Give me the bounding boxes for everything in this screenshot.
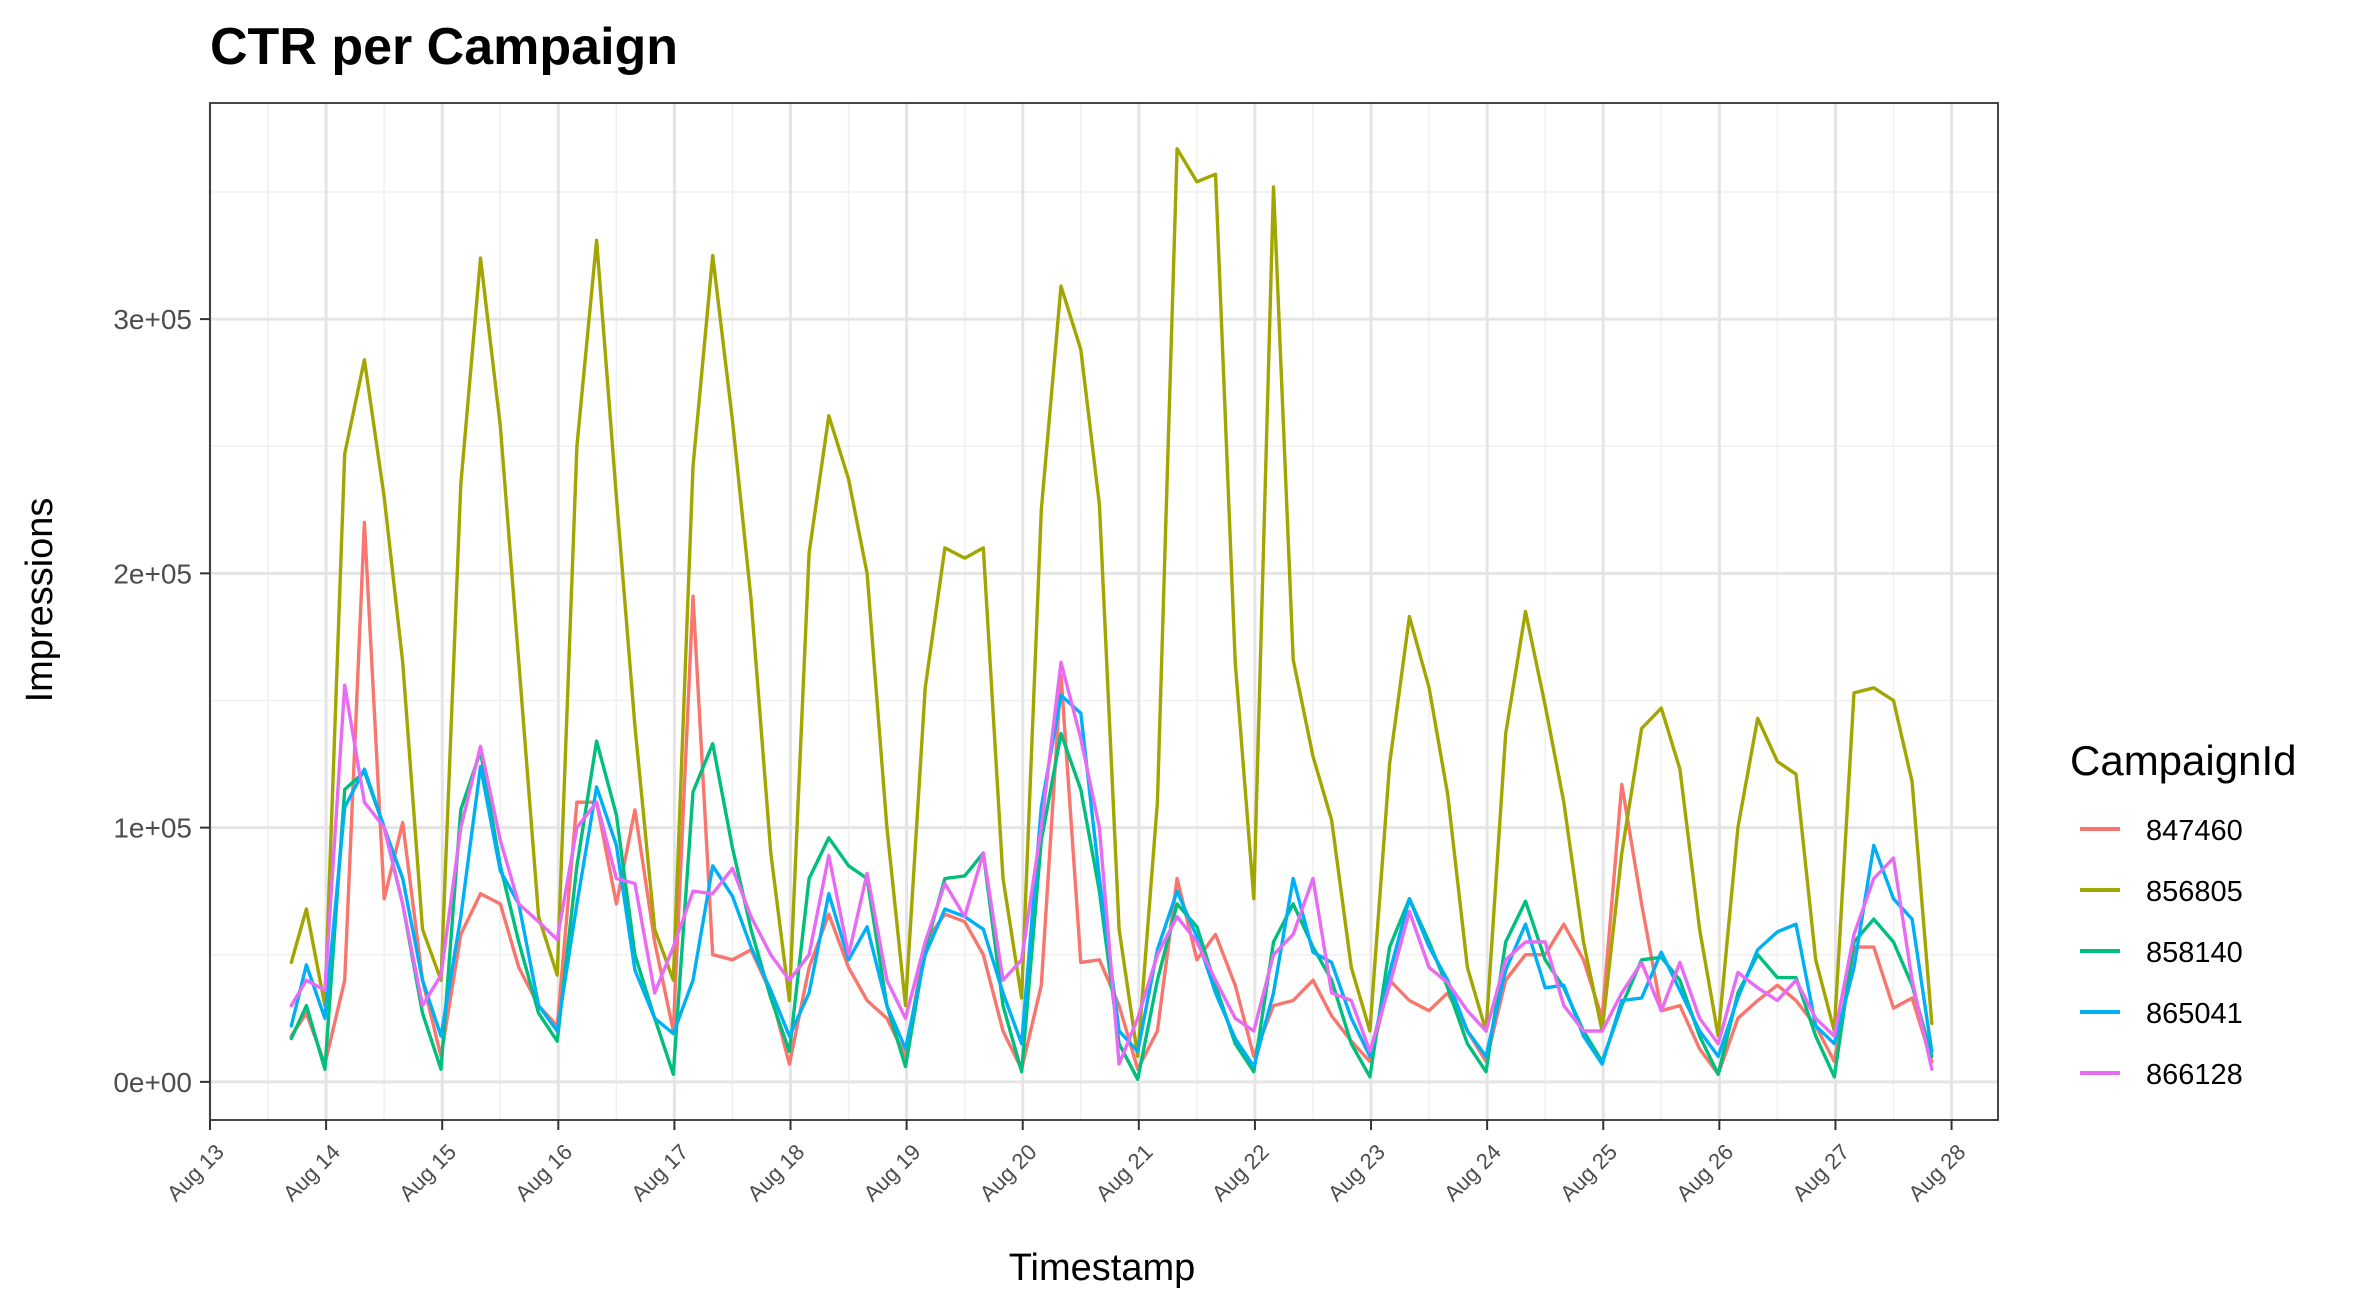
x-tick-label: Aug 18 (742, 1139, 809, 1206)
x-tick-label: Aug 14 (278, 1139, 345, 1206)
plot-panel (209, 102, 1999, 1121)
x-axis-title: Timestamp (1009, 1247, 1196, 1289)
x-tick-label: Aug 19 (858, 1139, 925, 1206)
x-tick-label: Aug 25 (1555, 1139, 1622, 1206)
y-tick-label: 0e+00 (113, 1067, 192, 1098)
x-tick-label: Aug 24 (1439, 1139, 1506, 1206)
legend-title: CampaignId (2070, 737, 2296, 784)
x-tick-label: Aug 28 (1903, 1139, 1970, 1206)
y-axis: 0e+00 1e+05 2e+05 3e+05 (113, 304, 210, 1098)
series-lines (289, 147, 1934, 1082)
legend-label-866128: 866128 (2146, 1059, 2243, 1091)
series-line-866128 (289, 660, 1934, 1071)
x-tick-label: Aug 13 (162, 1139, 229, 1206)
x-tick-label: Aug 20 (975, 1139, 1042, 1206)
y-tick-label: 1e+05 (113, 813, 192, 844)
legend-items: 847460 856805 858140 865041 866128 (2080, 815, 2243, 1091)
x-tick-label: Aug 23 (1323, 1139, 1390, 1206)
y-axis-title: Impressions (19, 498, 61, 703)
series-line-847460 (289, 520, 1934, 1076)
x-tick-label: Aug 17 (626, 1139, 693, 1206)
x-tick-label: Aug 27 (1787, 1139, 1854, 1206)
x-tick-label: Aug 21 (1091, 1139, 1158, 1206)
legend-label-865041: 865041 (2146, 998, 2243, 1030)
chart-title: CTR per Campaign (210, 18, 678, 76)
legend-label-847460: 847460 (2146, 815, 2243, 847)
minor-gridlines (210, 103, 1998, 1120)
x-tick-label: Aug 26 (1671, 1139, 1738, 1206)
y-tick-label: 2e+05 (113, 558, 192, 589)
y-tick-label: 3e+05 (113, 304, 192, 335)
legend-label-858140: 858140 (2146, 937, 2243, 969)
x-tick-label: Aug 22 (1207, 1139, 1274, 1206)
legend-label-856805: 856805 (2146, 876, 2243, 908)
series-line-856805 (289, 147, 1934, 1059)
x-tick-label: Aug 15 (394, 1139, 461, 1206)
legend: CampaignId 847460 856805 858140 865041 86612… (2070, 737, 2296, 1091)
x-axis: Aug 13 Aug 14 Aug 15 Aug 16 Aug 17 Aug 18 Aug … (162, 1120, 1970, 1206)
x-tick-label: Aug 16 (510, 1139, 577, 1206)
